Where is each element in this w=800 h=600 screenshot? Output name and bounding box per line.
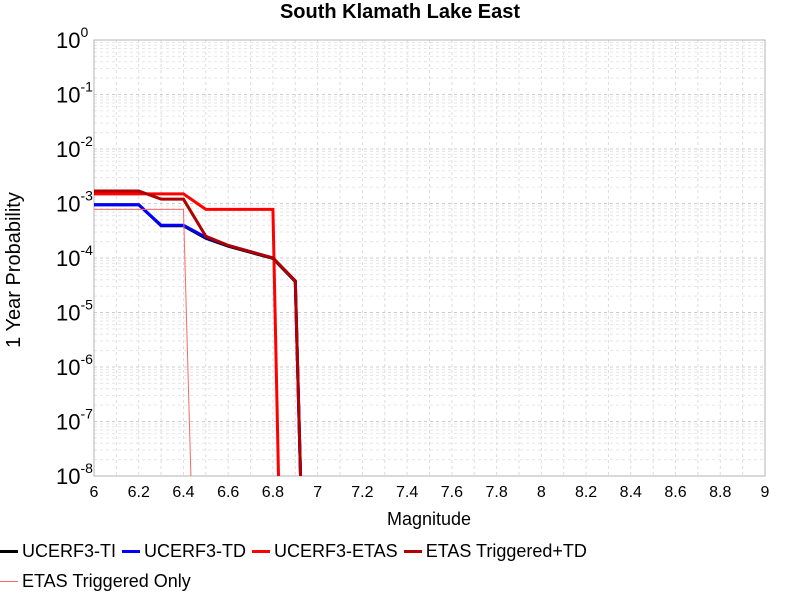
legend-label: ETAS Triggered+TD [425,540,587,561]
grid [93,40,766,477]
legend: UCERF3-TI UCERF3-TD UCERF3-ETAS ETAS Tri… [0,536,800,596]
legend-swatch [252,549,270,553]
legend-label: UCERF3-ETAS [274,540,398,561]
series-line-ucerf3-td [94,203,303,476]
legend-row-2: ETAS Triggered Only [0,566,800,596]
x-tick-label: 6 [90,484,99,501]
legend-swatch [122,549,140,553]
legend-item-ucerf3-etas: UCERF3-ETAS [252,541,398,562]
y-tick-label: 10-5 [56,297,93,326]
y-axis-ticks: 100 10-1 10-2 10-3 10-4 10-5 10-6 10-7 10-8 [56,24,93,489]
y-tick-label: 10-4 [56,242,93,271]
y-tick-label: 10-7 [56,406,93,435]
legend-item-ucerf3-ti: UCERF3-TI [0,541,116,562]
y-tick-label: 10-6 [56,351,93,380]
series-line-etas-triggered-td [94,189,303,476]
x-tick-label: 8 [537,484,546,501]
legend-swatch [0,580,18,582]
x-tick-label: 7.2 [351,484,373,501]
x-tick-label: 9 [761,484,770,501]
chart-title: South Klamath Lake East [280,1,520,23]
x-tick-label: 7.4 [396,484,418,501]
legend-swatch [403,549,422,553]
y-tick-label: 100 [56,24,88,53]
series-line-ucerf3-etas [94,192,281,476]
series-layer [94,189,303,476]
x-tick-label: 6.8 [262,484,284,501]
x-tick-label: 8.8 [709,484,731,501]
legend-item-etas-triggered-td: ETAS Triggered+TD [403,540,587,562]
y-tick-label: 10-8 [56,460,93,489]
x-tick-label: 8.6 [664,484,686,501]
series-line-etas-triggered-only [94,208,192,476]
x-tick-label: 6.2 [128,484,150,501]
plot-area [93,39,766,477]
y-tick-label: 10-2 [56,133,93,162]
x-tick-label: 8.2 [575,484,597,501]
x-tick-label: 7.6 [441,484,463,501]
x-axis-label: Magnitude [387,509,471,529]
x-axis-ticks: 6 6.2 6.4 6.6 6.8 7 7.2 7.4 7.6 7.8 8 8.2 8.4 8.6 8.8 9 [90,484,770,501]
legend-label: UCERF3-TD [144,540,246,561]
legend-swatch [0,549,18,553]
y-axis-label: 1 Year Probability [3,192,25,348]
legend-item-ucerf3-td: UCERF3-TD [122,541,246,562]
x-tick-label: 7.8 [485,484,507,501]
legend-label: ETAS Triggered Only [22,570,191,591]
x-tick-label: 6.4 [172,484,194,501]
x-tick-label: 6.6 [217,484,239,501]
y-tick-label: 10-3 [56,188,93,217]
legend-item-etas-triggered-only: ETAS Triggered Only [0,571,191,592]
legend-label: UCERF3-TI [22,540,116,561]
series-line-ucerf3-ti [94,203,303,476]
legend-row-1: UCERF3-TI UCERF3-TD UCERF3-ETAS ETAS Tri… [0,536,800,566]
y-tick-label: 10-1 [56,79,93,108]
x-tick-label: 7 [313,484,322,501]
x-tick-label: 8.4 [620,484,642,501]
